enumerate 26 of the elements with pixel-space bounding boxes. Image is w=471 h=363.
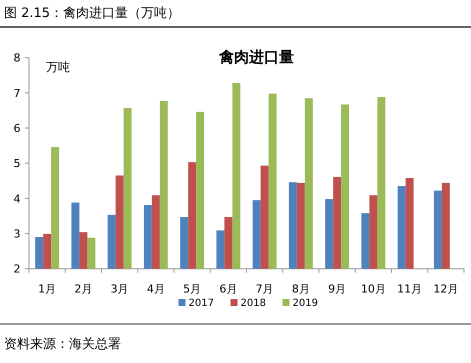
text: 资料来源：海关总署: [4, 337, 121, 352]
x-tick-label: 8月: [292, 282, 310, 296]
legend-label: 2019: [292, 298, 318, 309]
x-tick-label: 6月: [219, 282, 238, 296]
y-tick-label: 6: [14, 122, 20, 136]
y-tick-label: 8: [14, 52, 20, 65]
y-tick-label: 5: [14, 157, 20, 170]
x-tick-label: 5月: [183, 282, 202, 296]
x-tick-label: 4月: [146, 282, 165, 296]
caption: 图 2.15：禽肉进口量（万吨）: [4, 6, 180, 21]
y-axis-title: 万吨: [46, 60, 70, 74]
y-tick-label: 4: [14, 192, 20, 206]
legend-label: 2017: [188, 298, 214, 309]
y-tick-label: 7: [14, 86, 20, 100]
x-tick-label: 1月: [38, 282, 56, 296]
x-tick-label: 12月: [433, 282, 458, 296]
x-tick-label: 11月: [397, 282, 422, 296]
x-tick-label: 7月: [256, 282, 274, 296]
x-tick-label: 10月: [360, 282, 386, 296]
x-tick-label: 9月: [328, 282, 346, 296]
legend-label: 2018: [240, 298, 266, 309]
y-tick-label: 2: [14, 262, 20, 276]
y-tick-label: 3: [14, 228, 20, 241]
chart-title: 禽肉进口量: [218, 48, 294, 66]
x-tick-label: 2月: [74, 282, 92, 296]
x-tick-label: 3月: [110, 282, 129, 296]
